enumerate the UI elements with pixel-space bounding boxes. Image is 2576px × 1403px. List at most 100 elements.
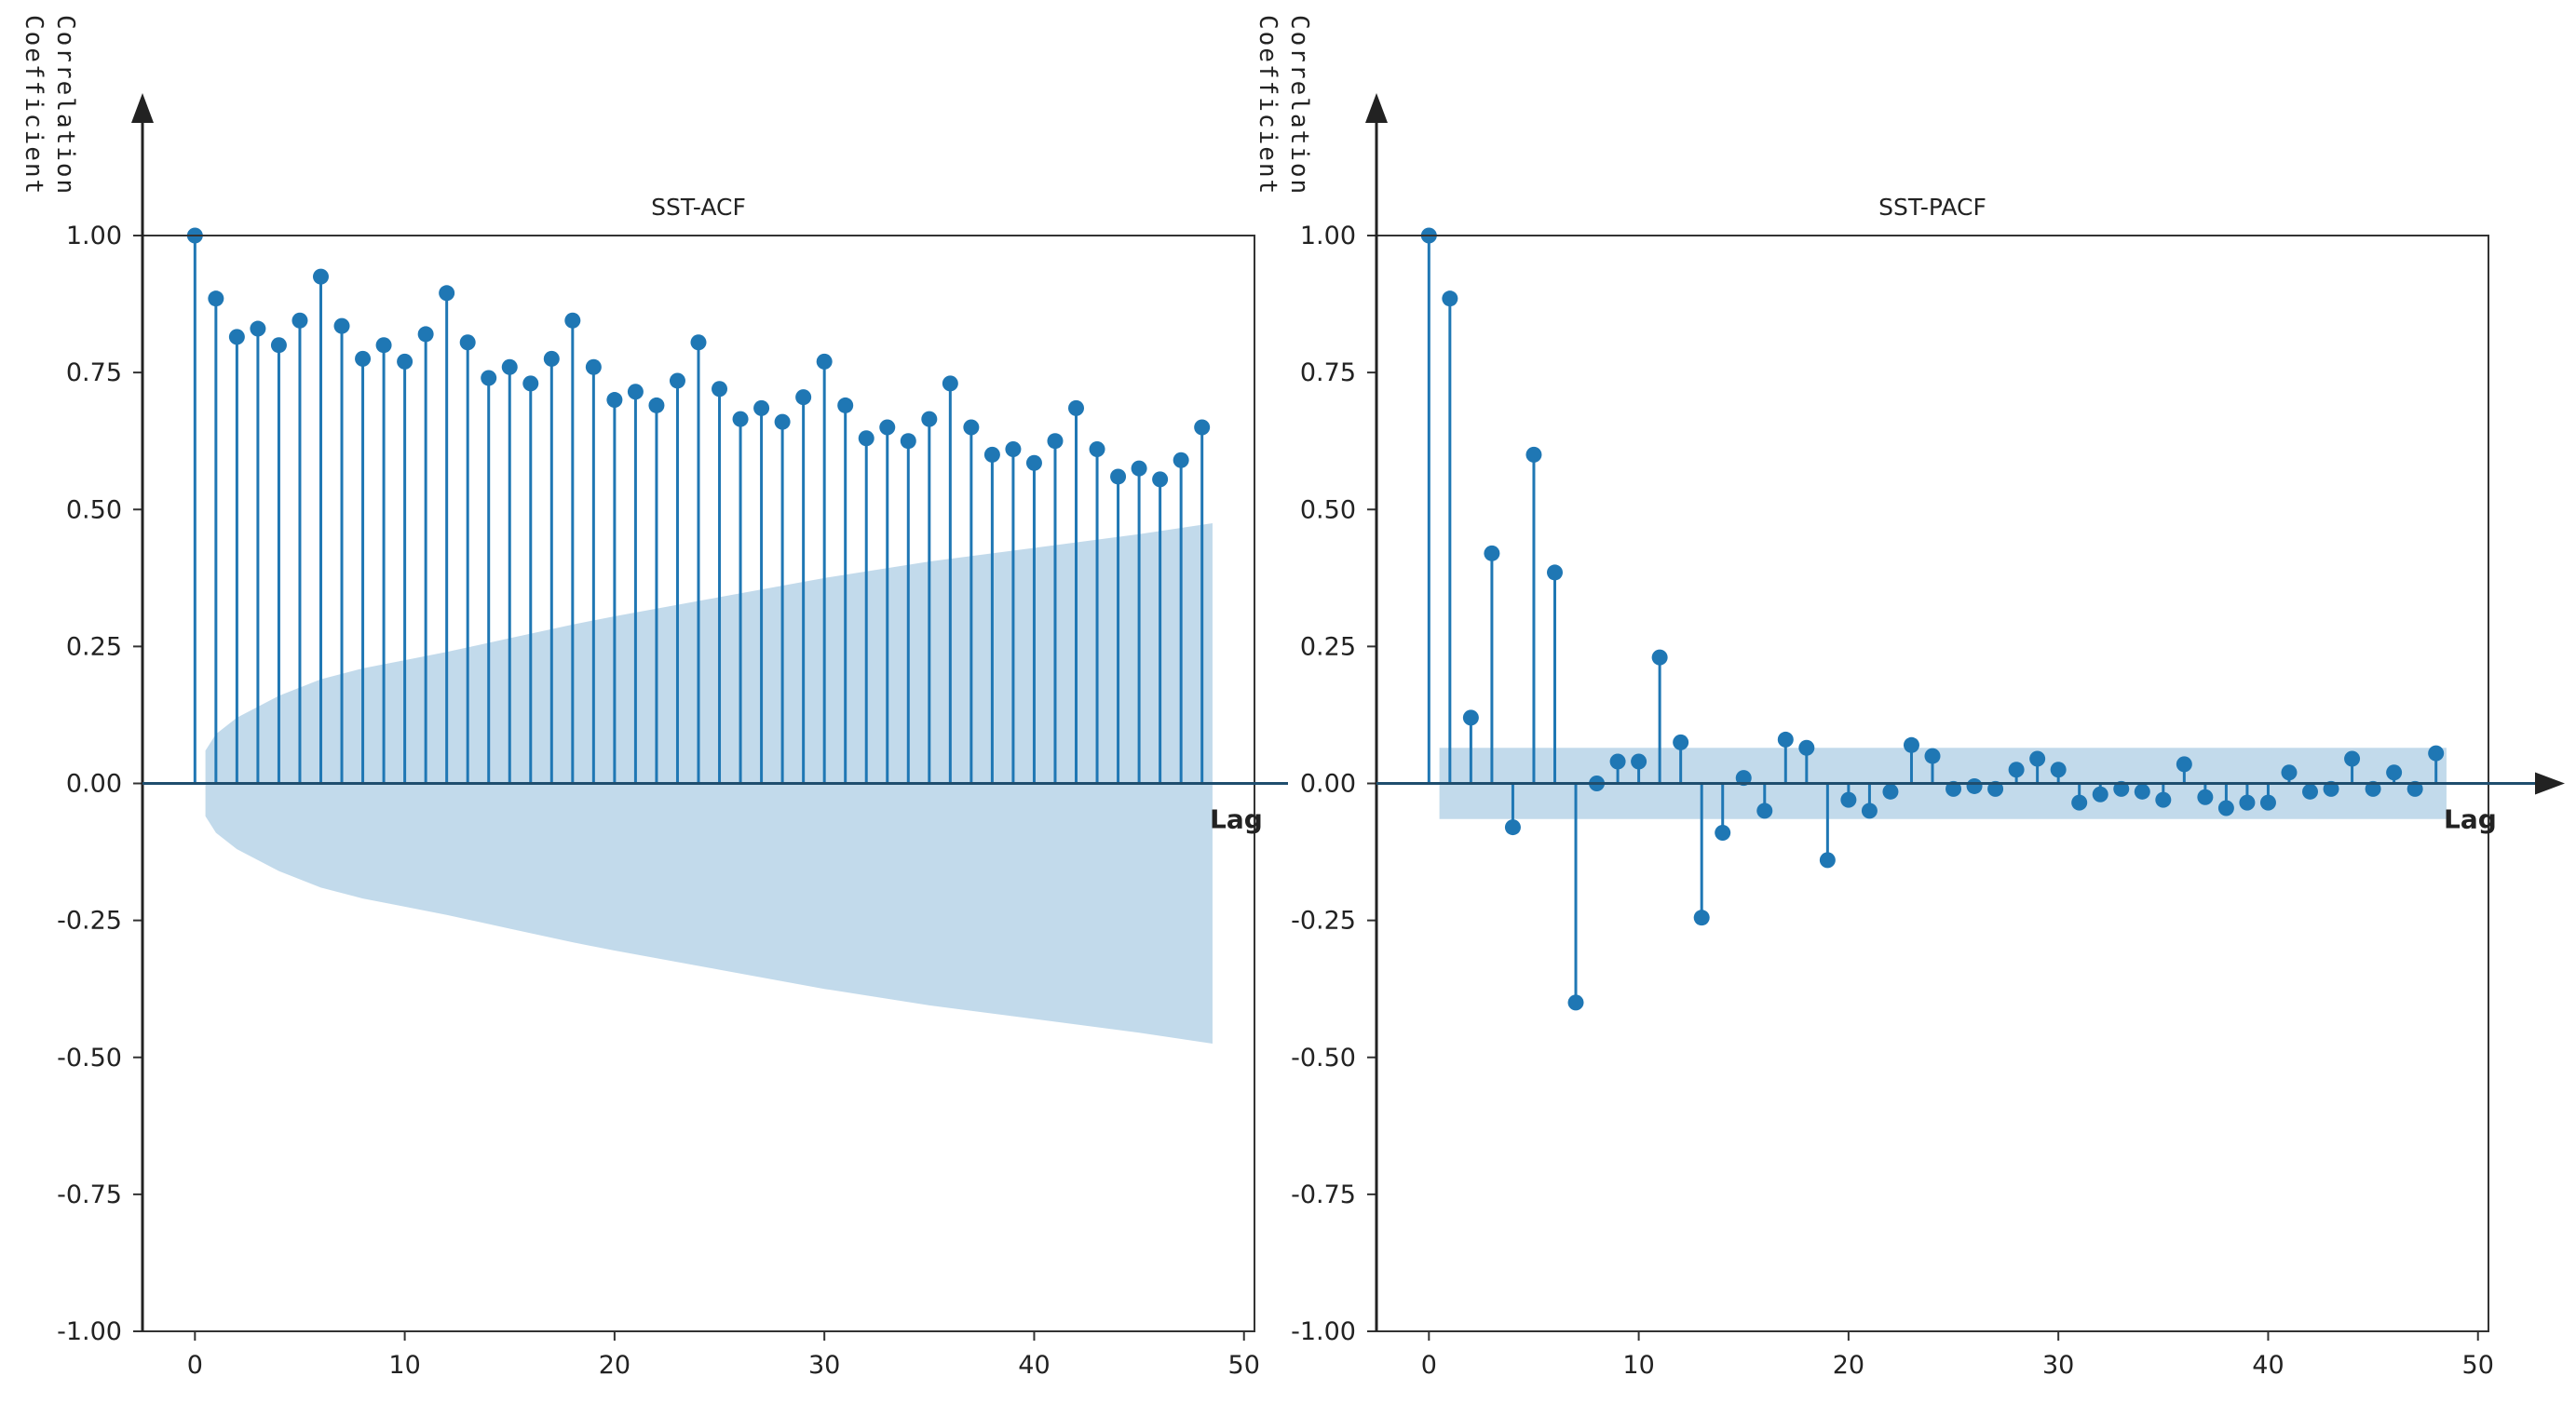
pacf-marker-lag-37 — [2197, 789, 2214, 805]
pacf-marker-lag-23 — [1903, 736, 1919, 753]
acf-xtick-label: 50 — [1228, 1351, 1260, 1380]
acf-y-arrowhead — [131, 93, 154, 123]
acf-marker-lag-3 — [250, 320, 266, 337]
pacf-ytick-label: 0.75 — [1300, 358, 1356, 387]
acf-marker-lag-44 — [1110, 468, 1127, 485]
pacf-marker-lag-4 — [1504, 819, 1521, 836]
pacf-marker-lag-29 — [2029, 750, 2046, 767]
pacf-marker-lag-9 — [1609, 753, 1626, 770]
acf-marker-lag-37 — [963, 419, 980, 436]
pacf-marker-lag-30 — [2050, 762, 2067, 778]
pacf-y-axis-label-line2: Coefficient — [1254, 15, 1281, 196]
pacf-marker-lag-43 — [2323, 780, 2339, 797]
pacf-marker-lag-36 — [2176, 756, 2192, 773]
pacf-marker-lag-14 — [1715, 824, 1731, 841]
acf-xtick-label: 20 — [599, 1351, 630, 1380]
acf-marker-lag-41 — [1047, 433, 1064, 450]
acf-marker-lag-5 — [291, 312, 308, 329]
pacf-x-axis-label: Lag — [2444, 804, 2497, 835]
acf-x-axis-label: Lag — [1210, 804, 1263, 835]
pacf-ytick-label: -0.50 — [1291, 1044, 1356, 1072]
pacf-marker-lag-13 — [1693, 910, 1710, 926]
acf-marker-lag-21 — [627, 384, 644, 400]
pacf-marker-lag-34 — [2134, 783, 2150, 800]
pacf-marker-lag-10 — [1631, 753, 1647, 770]
pacf-marker-lag-7 — [1567, 994, 1584, 1011]
acf-marker-lag-28 — [774, 413, 791, 430]
pacf-marker-lag-21 — [1861, 803, 1878, 819]
pacf-marker-lag-5 — [1525, 446, 1542, 463]
acf-y-axis-label-line2: Coefficient — [20, 15, 47, 196]
acf-ytick-label: -0.75 — [57, 1180, 122, 1209]
acf-marker-lag-20 — [606, 392, 623, 409]
acf-title: SST-ACF — [651, 194, 746, 221]
acf-xtick-label: 0 — [187, 1351, 203, 1380]
acf-marker-lag-12 — [439, 285, 455, 302]
pacf-xtick-label: 10 — [1622, 1351, 1654, 1380]
acf-marker-lag-9 — [375, 337, 392, 354]
pacf-chart: 0 10 20 30 40 50 -1.00 -0.75 -0.50 -0.25 0.00 0.25… — [1254, 15, 2565, 1380]
pacf-marker-lag-45 — [2365, 780, 2381, 797]
pacf-marker-lag-12 — [1673, 734, 1689, 750]
pacf-ytick-label: 0.25 — [1300, 632, 1356, 661]
pacf-marker-lag-48 — [2428, 745, 2445, 762]
pacf-marker-lag-1 — [1442, 290, 1458, 307]
acf-ytick-label: 0.25 — [66, 632, 122, 661]
acf-marker-lag-45 — [1131, 460, 1147, 477]
acf-marker-lag-11 — [417, 326, 434, 343]
acf-ytick-label: 0.00 — [66, 770, 122, 799]
acf-marker-lag-8 — [355, 350, 372, 367]
acf-ytick-label: -0.50 — [57, 1044, 122, 1072]
pacf-xtick-label: 20 — [1833, 1351, 1864, 1380]
acf-marker-lag-2 — [228, 329, 245, 345]
pacf-marker-lag-25 — [1946, 780, 1962, 797]
pacf-marker-lag-42 — [2302, 783, 2319, 800]
acf-marker-lag-36 — [942, 375, 958, 392]
pacf-marker-lag-15 — [1735, 770, 1752, 787]
pacf-marker-lag-44 — [2344, 750, 2361, 767]
pacf-y-axis-label-line1: Correlation — [1285, 15, 1313, 196]
acf-ytick-label: 0.50 — [66, 495, 122, 524]
pacf-marker-lag-32 — [2092, 786, 2108, 803]
pacf-x-arrowhead — [2535, 772, 2565, 795]
acf-marker-lag-40 — [1025, 454, 1042, 471]
pacf-marker-lag-17 — [1777, 731, 1794, 748]
acf-marker-lag-26 — [732, 411, 749, 427]
pacf-marker-lag-19 — [1819, 852, 1836, 869]
acf-xtick-label: 30 — [808, 1351, 840, 1380]
pacf-marker-lag-27 — [1987, 780, 2004, 797]
pacf-xtick-label: 30 — [2042, 1351, 2074, 1380]
acf-marker-lag-31 — [837, 397, 854, 413]
acf-marker-lag-19 — [585, 358, 602, 375]
pacf-marker-lag-41 — [2281, 764, 2298, 781]
acf-marker-lag-15 — [501, 358, 518, 375]
acf-panel: 0 10 20 30 40 50 -1.00 -0.75 -0.50 -0.25 0.00 0.25… — [20, 15, 1288, 1380]
pacf-xtick-label: 40 — [2252, 1351, 2284, 1380]
acf-xtick-label: 40 — [1018, 1351, 1050, 1380]
pacf-marker-lag-46 — [2386, 764, 2403, 781]
acf-marker-lag-43 — [1089, 441, 1105, 458]
pacf-marker-lag-33 — [2113, 780, 2130, 797]
acf-marker-lag-17 — [543, 350, 560, 367]
acf-marker-lag-1 — [208, 290, 224, 307]
acf-ytick-label: 0.75 — [66, 358, 122, 387]
pacf-marker-lag-22 — [1882, 783, 1899, 800]
acf-marker-lag-34 — [900, 433, 916, 450]
acf-marker-lag-14 — [481, 370, 497, 386]
pacf-ytick-label: -0.75 — [1291, 1180, 1356, 1209]
acf-marker-lag-24 — [690, 334, 707, 351]
acf-marker-lag-13 — [459, 334, 476, 351]
acf-marker-lag-48 — [1194, 419, 1211, 436]
acf-marker-lag-4 — [270, 337, 287, 354]
pacf-marker-lag-20 — [1840, 791, 1857, 808]
pacf-panel: 0 10 20 30 40 50 -1.00 -0.75 -0.50 -0.25 0.00 0.25… — [1234, 0, 2576, 1403]
acf-marker-lag-30 — [816, 353, 833, 370]
pacf-marker-lag-35 — [2155, 791, 2172, 808]
acf-marker-lag-35 — [921, 411, 938, 427]
pacf-title: SST-PACF — [1878, 194, 1986, 221]
pacf-marker-lag-39 — [2239, 794, 2256, 811]
acf-marker-lag-6 — [312, 268, 329, 285]
acf-marker-lag-38 — [983, 446, 1000, 463]
pacf-marker-lag-16 — [1756, 803, 1773, 819]
pacf-marker-lag-3 — [1484, 545, 1500, 561]
